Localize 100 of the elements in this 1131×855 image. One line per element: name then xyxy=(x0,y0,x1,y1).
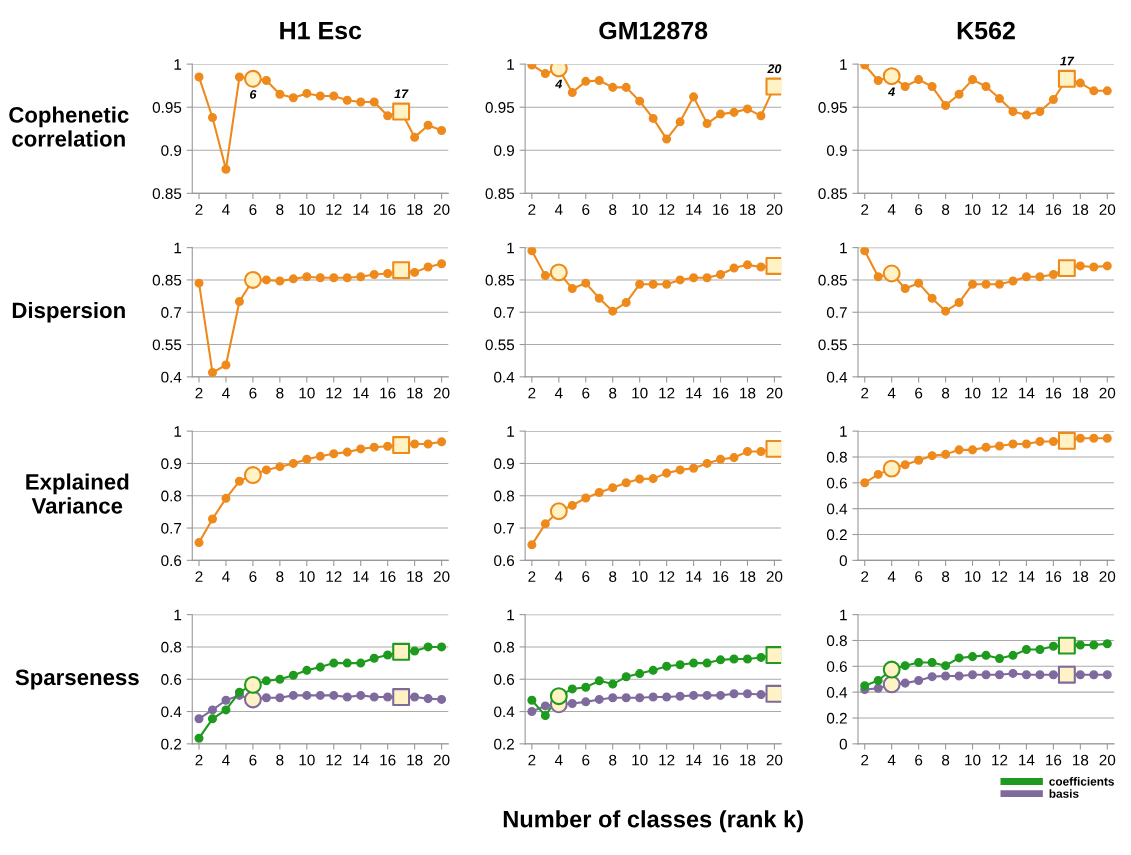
chart-title: H1 Esc xyxy=(280,21,362,40)
annotation: 4 xyxy=(888,87,895,97)
point xyxy=(927,657,937,667)
point xyxy=(994,670,1005,680)
x-tick-label: 12 xyxy=(659,754,675,766)
x-tick-label: 8 xyxy=(942,387,950,399)
point xyxy=(594,293,604,303)
y-tick-label: 0.6 xyxy=(494,555,515,567)
point xyxy=(288,690,298,700)
point xyxy=(1102,261,1112,271)
point xyxy=(234,476,244,486)
x-tick-label: 18 xyxy=(407,754,423,766)
x-tick-label: 2 xyxy=(528,571,536,582)
point xyxy=(1008,106,1018,117)
point xyxy=(635,693,645,703)
point xyxy=(243,69,262,88)
point xyxy=(1048,94,1058,104)
chart-title: K562 xyxy=(957,21,1015,40)
point xyxy=(392,688,411,706)
point xyxy=(594,487,604,498)
point xyxy=(635,474,645,484)
x-tick-label: 16 xyxy=(1046,571,1062,582)
point xyxy=(315,273,325,283)
point xyxy=(954,445,964,455)
point xyxy=(437,642,447,652)
point xyxy=(729,453,739,463)
x-tick-label: 20 xyxy=(433,754,450,766)
y-tick-label: 1 xyxy=(507,59,514,70)
point xyxy=(716,109,726,119)
point xyxy=(756,446,766,456)
point xyxy=(1021,272,1031,282)
x-tick-label: 4 xyxy=(887,387,896,399)
point xyxy=(621,82,631,92)
point xyxy=(927,672,937,682)
y-tick-label: 1 xyxy=(174,242,182,254)
point xyxy=(194,733,204,743)
x-tick-label: 6 xyxy=(249,571,257,582)
point xyxy=(207,113,217,123)
point xyxy=(702,273,712,283)
point xyxy=(994,654,1005,664)
y-tick-label: 0.8 xyxy=(494,641,515,653)
x-tick-label: 4 xyxy=(554,754,563,766)
point xyxy=(594,75,604,86)
point xyxy=(756,111,766,121)
point xyxy=(302,690,312,700)
point xyxy=(941,100,951,110)
point xyxy=(927,82,937,92)
point xyxy=(342,447,352,457)
x-tick-label: 20 xyxy=(433,204,450,215)
point xyxy=(729,654,739,664)
point xyxy=(527,540,537,550)
point xyxy=(1057,636,1076,655)
point xyxy=(194,714,204,724)
point xyxy=(689,463,699,473)
y-tick-label: 1 xyxy=(507,609,514,621)
y-tick-label: 0.4 xyxy=(494,706,515,718)
point xyxy=(207,514,217,524)
point xyxy=(756,262,766,272)
point xyxy=(527,707,537,717)
x-tick-label: 16 xyxy=(380,387,396,399)
point xyxy=(581,682,591,692)
point xyxy=(608,693,618,703)
point xyxy=(689,690,699,700)
point xyxy=(635,96,645,106)
point xyxy=(221,493,231,503)
point xyxy=(275,276,285,286)
x-tick-label: 6 xyxy=(582,571,590,582)
point xyxy=(882,660,901,679)
x-tick-label: 2 xyxy=(195,204,203,215)
point xyxy=(342,658,352,668)
x-tick-label: 16 xyxy=(380,204,396,215)
point xyxy=(302,665,312,675)
x-tick-label: 4 xyxy=(222,387,230,399)
x-tick-label: 16 xyxy=(380,571,396,582)
point xyxy=(1021,645,1031,655)
point xyxy=(873,676,883,686)
point xyxy=(275,89,285,99)
x-tick-label: 6 xyxy=(915,571,923,582)
point xyxy=(729,107,739,117)
point xyxy=(981,279,991,289)
y-tick-label: 0.95 xyxy=(818,102,847,113)
point xyxy=(1089,86,1099,96)
point xyxy=(243,675,262,694)
point xyxy=(1102,433,1112,443)
point xyxy=(594,676,604,686)
point xyxy=(689,273,699,283)
y-tick-label: 0.7 xyxy=(826,307,847,318)
x-tick-label: 10 xyxy=(632,571,648,582)
point xyxy=(288,274,298,284)
x-tick-label: 12 xyxy=(326,571,342,582)
x-tick-label: 4 xyxy=(887,571,896,582)
y-tick-label: 1 xyxy=(840,426,847,437)
x-tick-label: 18 xyxy=(740,571,756,582)
annotation: 17 xyxy=(394,89,409,99)
y-tick-label: 0.9 xyxy=(494,145,514,156)
point xyxy=(423,694,433,704)
x-tick-label: 12 xyxy=(992,204,1008,215)
y-axis-title: Sparseness xyxy=(15,669,139,690)
x-tick-label: 4 xyxy=(887,204,896,215)
y-tick-label: 0.85 xyxy=(152,274,182,286)
